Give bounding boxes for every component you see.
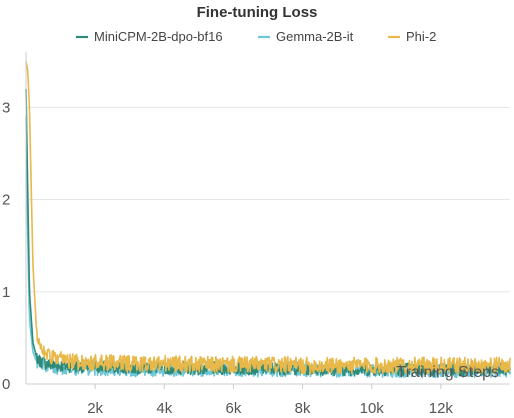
x-tick-label: 10k — [360, 400, 385, 417]
x-tick-label: 8k — [295, 400, 311, 417]
y-tick-label: 1 — [2, 284, 10, 301]
series-line-phi-2 — [25, 61, 511, 375]
y-tick-label: 3 — [2, 99, 10, 116]
legend-item: Phi-2 — [388, 29, 436, 44]
chart-title: Fine-tuning Loss — [197, 4, 318, 21]
legend-label: Phi-2 — [406, 29, 436, 44]
series-layer — [25, 61, 511, 379]
x-tick-label: 4k — [156, 400, 172, 417]
legend-label: MiniCPM-2B-dpo-bf16 — [94, 29, 223, 44]
x-axis-title: Training Steps — [396, 364, 499, 381]
axes: 0 1 2 3 2k 4k 6k 8k 10k 12k — [2, 52, 510, 417]
legend-item: MiniCPM-2B-dpo-bf16 — [76, 29, 223, 44]
legend-label: Gemma-2B-it — [276, 29, 354, 44]
x-tick-label: 6k — [226, 400, 242, 417]
series-line-gemma-2b-it — [25, 116, 511, 379]
series-line-minicpm-2b-dpo-bf16 — [25, 88, 511, 377]
x-tick-label: 2k — [87, 400, 103, 417]
legend: MiniCPM-2B-dpo-bf16 Gemma-2B-it Phi-2 — [76, 29, 436, 44]
x-tick-label: 12k — [429, 400, 454, 417]
y-tick-label: 2 — [2, 192, 10, 209]
grid — [26, 106, 510, 385]
y-tick-label: 0 — [2, 376, 10, 393]
legend-item: Gemma-2B-it — [258, 29, 354, 44]
